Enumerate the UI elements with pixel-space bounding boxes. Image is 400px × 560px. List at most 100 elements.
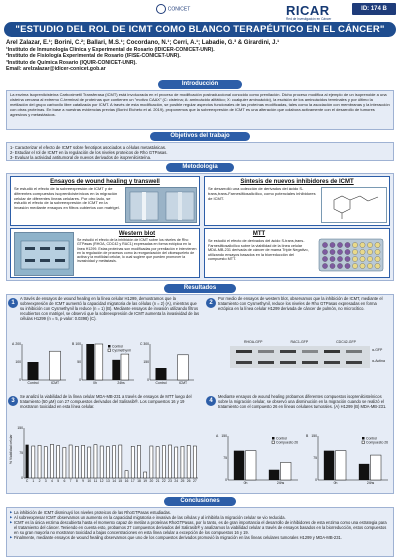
mtt-well <box>337 242 343 248</box>
wb-band-actin <box>346 361 362 364</box>
mtt-text: Se estudió el efecto de derivados del ác… <box>208 239 309 261</box>
objective-item: 3- Evaluar la actividad antitumoral de n… <box>10 155 152 161</box>
western-blot-bands <box>230 346 370 368</box>
mtt-plate-diagram <box>318 238 384 272</box>
conclusions-heading: Conclusiones <box>164 497 236 506</box>
chart-bar <box>162 445 166 479</box>
chart-bar <box>112 445 116 479</box>
chart-bar <box>94 343 104 381</box>
affiliation-1: ¹Instituto de Inmunología Clínica y Expe… <box>6 46 215 53</box>
x-tick-label: 23 <box>168 479 172 483</box>
mtt-title: MTT <box>252 231 266 237</box>
objective-item: 2- Estudiar el rol de ICMT en la regulac… <box>10 150 168 156</box>
chart-bar <box>193 445 197 479</box>
chart-bar <box>27 362 39 380</box>
y-tick-label: 150 <box>221 434 227 438</box>
x-tick-label: 2 <box>39 479 41 483</box>
y-tick-label: 150 <box>143 360 149 364</box>
objectives-heading: Objetivos del trabajo <box>150 132 250 141</box>
x-tick-label: 13 <box>106 479 110 483</box>
wb-label-rac1: RAC1-GFP <box>290 340 309 344</box>
wound-healing-schematic <box>125 187 197 223</box>
mtt-well <box>322 263 328 269</box>
results-heading: Resultados <box>164 284 236 293</box>
mtt-well <box>337 249 343 255</box>
mtt-well <box>344 249 351 255</box>
conclusion-item: La inhibición de ICMT disminuyó los nive… <box>10 510 390 515</box>
y-tick-label: 75 <box>313 456 317 460</box>
y-tick-label: 0 <box>19 378 21 382</box>
result-number-2: 2 <box>206 298 216 308</box>
chart-bar <box>137 445 141 479</box>
x-tick-label: 24hs <box>367 481 375 485</box>
legend-label: Compuesto 26 <box>366 440 388 444</box>
chart-bar <box>86 344 95 380</box>
objectives-list: 1- Caracterizar el efecto de ICMT sobre … <box>6 142 394 161</box>
result-4-text: Mediante ensayos de wound healing probam… <box>218 394 387 409</box>
chart-bar <box>280 462 292 481</box>
mtt-well <box>322 242 328 248</box>
legend-label: Control <box>366 436 377 440</box>
chart-bar <box>99 445 104 479</box>
mtt-well <box>367 263 373 269</box>
y-tick-label: 150 <box>311 434 317 438</box>
x-tick-label: 9 <box>82 479 84 483</box>
wound-healing-text: Se estudió el efecto de la sobreexpresió… <box>14 186 120 211</box>
mtt-well <box>352 249 358 255</box>
synthesis-text: Se desarrolló una colección de derivados… <box>208 186 316 201</box>
x-tick-label: 0h <box>93 381 97 385</box>
conclusion-item: Finalmente, mediante ensayos de wound he… <box>10 535 390 540</box>
x-tick-label: C <box>26 479 29 483</box>
chart-bar <box>168 444 172 479</box>
chart-bar <box>106 446 110 479</box>
chart-bar <box>155 446 160 479</box>
wound-healing-box: Ensayos de wound healing y transwell Se … <box>10 176 200 226</box>
chart-bar <box>177 354 189 381</box>
synthesis-title: Síntesis de nuevos inhibidores de ICMT <box>240 179 354 185</box>
contact-email: Email: arelzalazar@idicer-conicet.gob.ar <box>6 66 106 73</box>
western-blot-text: Se estudió el efecto de la inhibición de… <box>77 238 197 264</box>
mtt-well <box>367 256 373 262</box>
chart-bar <box>186 445 191 479</box>
chart-bar <box>68 444 73 479</box>
result-3-text: Se analizó la viabilidad de la línea cel… <box>20 394 192 409</box>
x-tick-label: 18 <box>137 479 141 483</box>
x-tick-label: 22 <box>162 479 166 483</box>
legend-label: Control <box>276 436 287 440</box>
chart-bar <box>370 454 382 481</box>
mtt-well <box>359 263 366 269</box>
header: CONICET RICAR Red de Investigación en Cán… <box>0 0 400 22</box>
seal-icon <box>155 4 166 14</box>
chart-bar <box>120 353 130 381</box>
chart-bar <box>37 445 42 479</box>
legend-swatch <box>271 440 275 444</box>
chart-bar <box>25 444 29 478</box>
y-tick-label: 50 <box>77 360 81 364</box>
wb-band-actin <box>258 361 274 364</box>
panel-label-4b: B <box>306 434 309 438</box>
x-tick-label: 24 <box>174 479 178 483</box>
chart-bar <box>118 444 123 479</box>
y-tick-label: 200 <box>15 342 21 346</box>
authors-block: Arel Zalazar, E.¹; Borini, C.²; Ballari,… <box>6 40 396 73</box>
chart-bar <box>81 445 85 479</box>
chart-bar <box>93 444 98 479</box>
x-tick-label: Control <box>156 381 167 385</box>
western-blot-title: Western blot <box>118 231 156 237</box>
wb-band-actin <box>302 361 318 364</box>
mtt-well <box>352 242 358 248</box>
wb-band-gfp <box>280 350 296 353</box>
conclusion-item: ICMT es la única enzima descubierta hast… <box>10 520 390 535</box>
western-blot-result: RHOA-GFP RAC1-GFP CDC42-GFP α-GFP α-Acti… <box>214 340 390 372</box>
conclusions-list: La inhibición de ICMT disminuyó los nive… <box>6 507 394 557</box>
mtt-well <box>374 249 381 255</box>
chart-bar <box>124 470 129 479</box>
x-tick-label: ICMT <box>51 381 59 385</box>
legend-label: Control <box>112 344 123 348</box>
x-tick-label: 26 <box>187 479 191 483</box>
x-tick-label: 19 <box>143 479 147 483</box>
mtt-well <box>329 256 336 262</box>
x-tick-label: 6 <box>63 479 65 483</box>
conicet-logo: CONICET <box>148 4 198 18</box>
